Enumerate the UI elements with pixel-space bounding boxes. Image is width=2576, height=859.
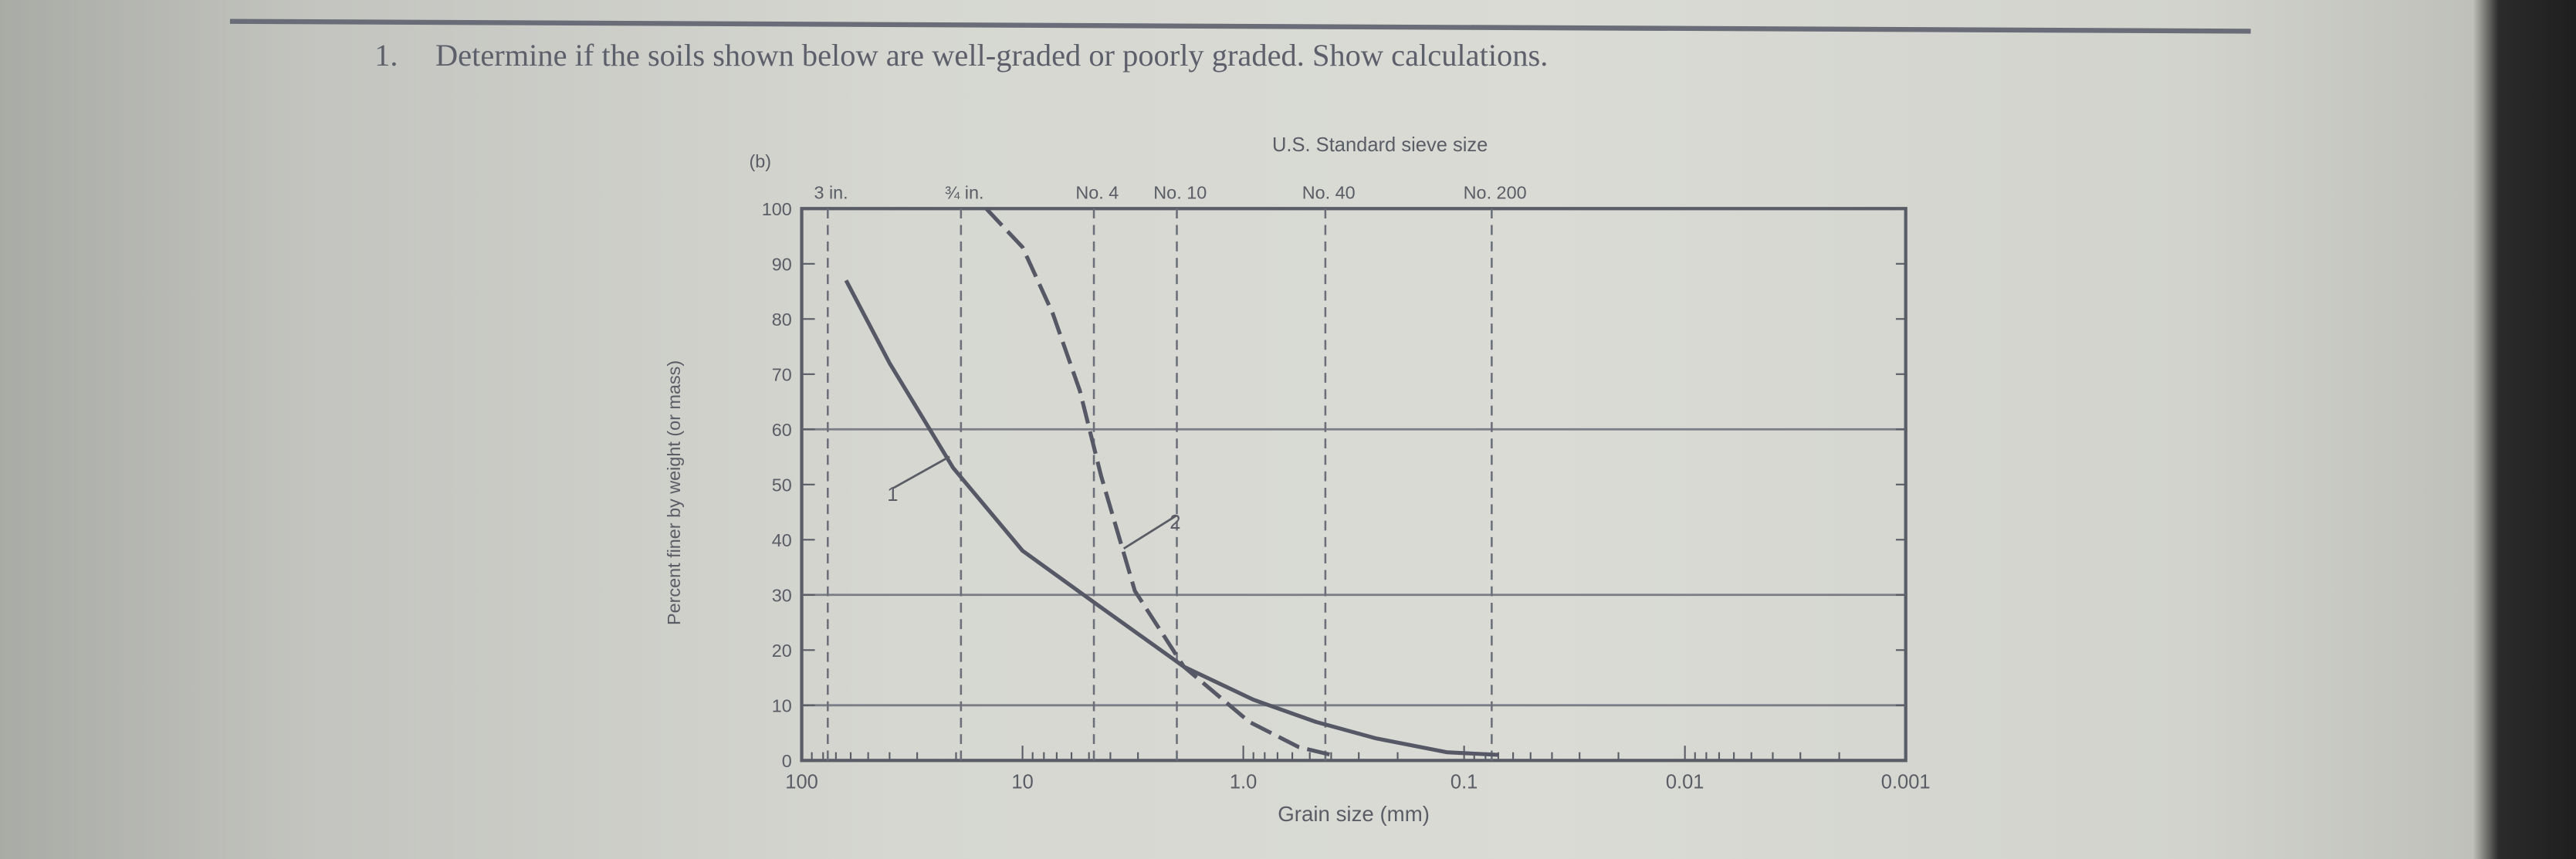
y-tick-label: 30 [772, 585, 792, 605]
top-axis-title: U.S. Standard sieve size [1272, 134, 1488, 156]
y-tick-label: 60 [772, 420, 792, 440]
sieve-label: No. 10 [1153, 183, 1207, 203]
question-text: Determine if the soils shown below are w… [435, 38, 1548, 73]
grain-size-chart: (b) U.S. Standard sieve size Grain size … [664, 134, 1931, 826]
y-tick-label: 50 [772, 475, 792, 495]
curve-label-2: 2 [1170, 512, 1180, 533]
question-number: 1. [374, 38, 398, 73]
top-rule [229, 19, 2251, 34]
curve-label-arrow [1122, 515, 1177, 550]
y-tick-label: 40 [772, 530, 792, 550]
sieve-label: No. 200 [1464, 183, 1527, 203]
sieve-label: No. 40 [1302, 183, 1356, 203]
sieve-label: No. 4 [1075, 183, 1119, 203]
sieve-label: ¾ in. [945, 183, 984, 203]
y-tick-label: 80 [772, 309, 792, 330]
y-axis-label: Percent finer by weight (or mass) [664, 360, 684, 625]
y-tick-label: 100 [762, 199, 792, 219]
x-tick-label: 0.001 [1881, 771, 1931, 793]
y-tick-label: 20 [772, 641, 792, 661]
x-tick-label: 0.01 [1666, 771, 1704, 793]
curve-label-arrow [893, 455, 950, 489]
x-tick-label: 0.1 [1450, 771, 1478, 793]
y-tick-label: 90 [772, 254, 792, 274]
sieve-label: 3 in. [814, 183, 848, 203]
y-tick-label: 0 [782, 751, 792, 771]
x-axis-label: Grain size (mm) [1278, 802, 1430, 826]
series-2-curve [984, 207, 1332, 757]
x-tick-label: 10 [1011, 771, 1033, 793]
y-tick-label: 70 [772, 364, 792, 384]
x-tick-label: 100 [785, 771, 818, 793]
curve-label-1: 1 [887, 484, 898, 506]
panel-label: (b) [749, 151, 771, 171]
y-tick-label: 10 [772, 695, 792, 715]
x-tick-label: 1.0 [1230, 771, 1257, 793]
